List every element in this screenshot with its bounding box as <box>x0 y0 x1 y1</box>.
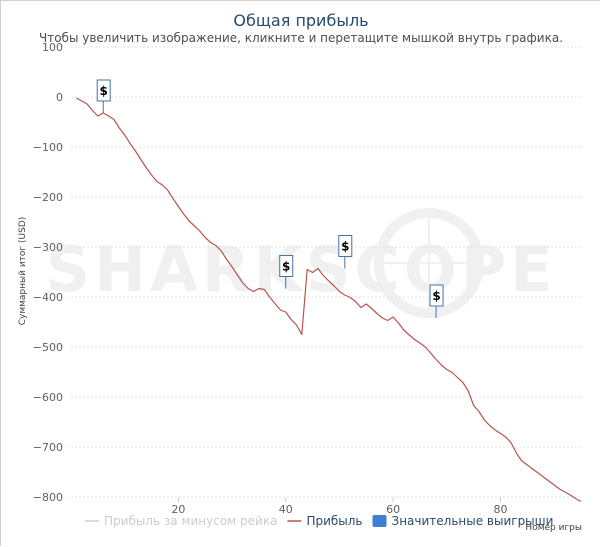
y-tick-label: −800 <box>33 491 63 504</box>
legend-label: Значительные выигрыши <box>392 514 554 528</box>
legend-item-big_wins[interactable]: Значительные выигрыши <box>372 514 554 528</box>
x-axis-label: Номер игры <box>525 523 582 533</box>
flag-box <box>338 235 353 257</box>
big-win-flag[interactable]: $ <box>338 235 353 269</box>
legend-item-profit_ex_rake[interactable]: Прибыль за минусом рейка <box>85 514 277 528</box>
legend-swatch <box>372 515 387 527</box>
flag-label: $ <box>432 289 440 303</box>
y-tick-label: −200 <box>33 191 63 204</box>
big-win-flag[interactable]: $ <box>279 255 294 289</box>
x-tick-label: 40 <box>279 503 293 516</box>
legend-item-profit[interactable]: Прибыль <box>287 514 363 528</box>
chart-title: Общая прибыль <box>233 11 368 30</box>
flag-box <box>429 284 444 307</box>
y-tick-label: −300 <box>33 241 63 254</box>
y-tick-label: −500 <box>33 341 63 354</box>
chart-subtitle: Чтобы увеличить изображение, кликните и … <box>39 31 563 45</box>
big-win-flag[interactable]: $ <box>429 284 444 318</box>
flag-box <box>279 255 294 277</box>
y-axis-ticks: 100 0 −100 −200 −300 −400 −500 −600 −700 −800 <box>33 41 63 504</box>
flag-label: $ <box>282 260 290 274</box>
y-axis-label: Суммарный итог (USD) <box>18 217 28 326</box>
y-tick-label: −600 <box>33 391 63 404</box>
x-tick-label: 20 <box>171 503 185 516</box>
flag-label: $ <box>341 240 349 254</box>
y-tick-label: −100 <box>33 141 63 154</box>
x-axis-ticks: 20 40 60 80 <box>171 497 507 516</box>
legend-label: Прибыль <box>306 514 362 528</box>
series-line-profit <box>76 97 582 503</box>
y-tick-label: −400 <box>33 291 63 304</box>
grid-lines <box>71 46 581 498</box>
x-tick-label: 80 <box>493 503 507 516</box>
y-tick-label: 100 <box>42 41 63 54</box>
sharkscope-watermark: SHARKSCOPE <box>46 208 552 318</box>
series-layer <box>76 97 582 503</box>
flag-label: $ <box>100 84 108 98</box>
y-tick-label: −700 <box>33 441 63 454</box>
big-win-flag[interactable]: $ <box>96 79 111 113</box>
watermark-scope-circle <box>374 208 484 318</box>
x-tick-label: 60 <box>386 503 400 516</box>
chart-legend[interactable]: Прибыль за минусом рейка Прибыль Значитель… <box>85 514 553 528</box>
big-win-flags[interactable]: $ $ $ $ <box>96 79 444 318</box>
y-tick-label: 0 <box>56 91 63 104</box>
flag-box <box>96 79 111 102</box>
legend-label: Прибыль за минусом рейка <box>104 514 277 528</box>
